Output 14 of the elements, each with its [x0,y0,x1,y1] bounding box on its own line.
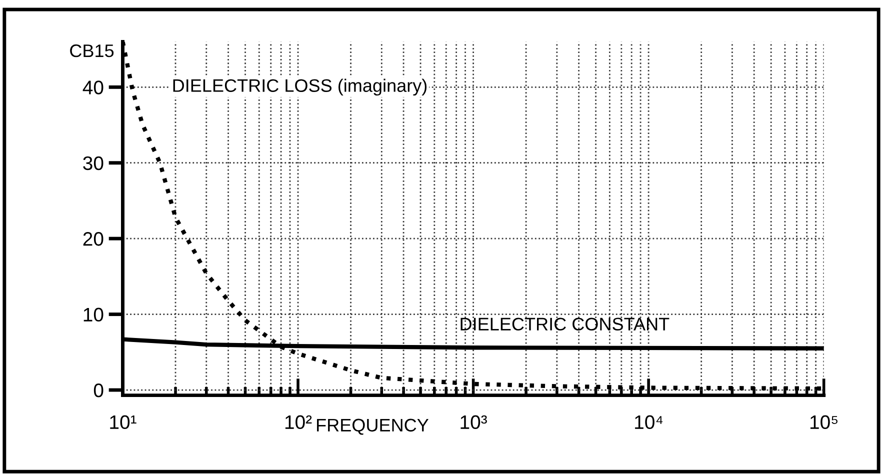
y-tick-label: 30 [83,156,104,170]
y-tick-label: 0 [94,383,104,398]
x-tick-label: 10⁴ [635,415,663,430]
text: DIELECTRIC LOSS (imaginary) [173,78,427,96]
x-tick-label: 10⁵ [810,415,838,430]
y-tick-label: 10 [84,308,104,322]
x-tick-label: 10³ [460,415,487,430]
y-axis-title: CB15 [70,44,114,58]
x-tick-label: 10² [285,415,312,430]
y-tick-label: 40 [82,80,104,94]
y-tick-label: 20 [83,232,104,246]
x-tick-label: 10¹ [110,415,136,430]
series-label: DIELECTRIC CONSTANT [460,318,670,330]
x-axis-title: FREQUENCY [317,418,428,435]
